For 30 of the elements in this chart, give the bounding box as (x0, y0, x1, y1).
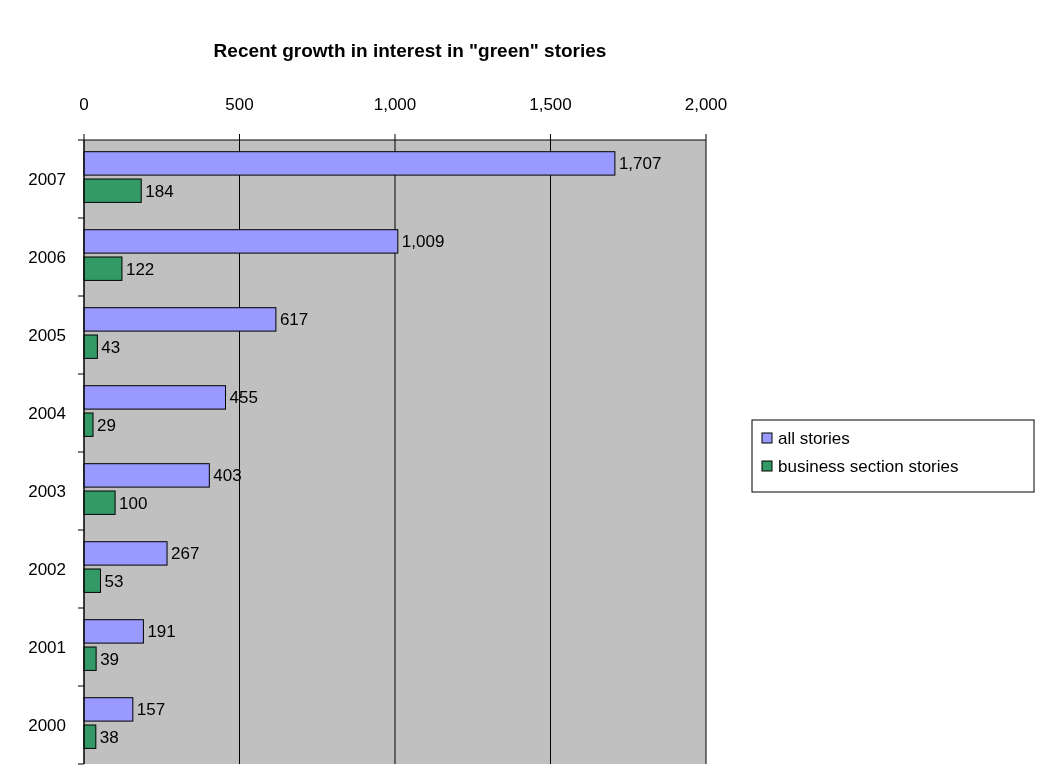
x-tick-label: 1,500 (529, 95, 572, 114)
y-tick-label: 2002 (28, 560, 66, 579)
data-label: 267 (171, 544, 200, 564)
data-label: 29 (97, 415, 116, 435)
legend-label: business section stories (778, 457, 959, 476)
x-tick-label: 1,000 (373, 95, 417, 114)
data-label: 122 (125, 259, 155, 279)
data-label: 39 (100, 649, 120, 669)
data-label: 38 (99, 727, 119, 747)
y-tick-label: 2005 (28, 326, 66, 345)
data-label: 1,707 (618, 154, 662, 174)
y-tick-label: 2006 (28, 248, 66, 267)
x-tick-label: 0 (79, 95, 89, 114)
data-label: 191 (147, 622, 176, 642)
data-label: 1,009 (401, 232, 445, 252)
y-tick-label: 2004 (28, 404, 66, 423)
data-label: 617 (279, 310, 309, 330)
data-label: 184 (145, 181, 174, 201)
chart-title: Recent growth in interest in "green" stories (213, 40, 607, 61)
y-tick-label: 2007 (28, 170, 66, 189)
legend-label: all stories (778, 429, 850, 448)
data-label: 43 (101, 337, 121, 357)
data-label: 53 (104, 571, 124, 591)
y-tick-label: 2003 (28, 482, 66, 501)
data-label: 100 (119, 493, 148, 513)
x-tick-label: 500 (225, 95, 254, 114)
x-tick-label: 2,000 (684, 95, 728, 114)
y-tick-label: 2000 (28, 716, 66, 735)
data-label: 157 (136, 700, 166, 720)
y-tick-label: 2001 (28, 638, 66, 657)
